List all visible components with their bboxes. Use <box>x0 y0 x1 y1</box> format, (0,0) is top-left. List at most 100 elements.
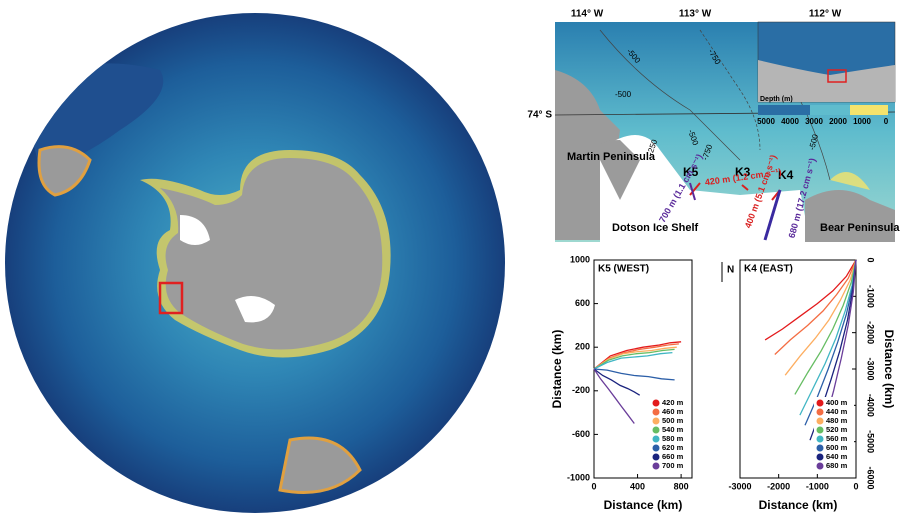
land <box>37 145 92 197</box>
series-line <box>593 343 679 370</box>
mooring-label: K5 <box>683 165 699 179</box>
colorbar-tick-label: 4000 <box>781 117 799 126</box>
colorbar <box>810 105 850 115</box>
arrow <box>689 182 701 196</box>
legend-label: 400 m <box>826 398 848 407</box>
y-tick-label: -1000 <box>866 285 876 308</box>
y-tick-label: 1000 <box>570 254 590 264</box>
colorbar <box>850 105 888 115</box>
inset-box <box>827 69 847 83</box>
arrow <box>689 182 696 201</box>
colorbar-tick-label: 0 <box>884 117 889 126</box>
legend-swatch <box>816 417 824 425</box>
x-tick-label: 400 <box>630 481 645 491</box>
series-line <box>593 368 635 424</box>
x-axis-label: Distance (km) <box>604 498 683 512</box>
legend-label: 540 m <box>662 425 684 434</box>
lon-label: 113° W <box>679 9 712 20</box>
x-tick-label: -3000 <box>728 481 751 491</box>
legend-swatch <box>652 435 660 443</box>
series-line <box>794 259 857 395</box>
y-axis-label: Distance (km) <box>882 330 896 409</box>
series-line <box>593 341 682 370</box>
mooring-label: K3 <box>735 165 751 179</box>
legend-swatch <box>816 444 824 452</box>
arrow <box>741 184 749 191</box>
legend-label: 560 m <box>826 434 848 443</box>
antarctica <box>160 158 383 350</box>
inset-land <box>758 60 895 102</box>
legend-swatch <box>652 426 660 434</box>
series-line <box>593 368 675 381</box>
legend-swatch <box>816 462 824 470</box>
y-tick-label: -200 <box>572 385 590 395</box>
y-tick-label: -600 <box>572 429 590 439</box>
arrow <box>763 189 782 241</box>
legend-swatch <box>652 408 660 416</box>
series-line <box>764 259 857 341</box>
y-tick-label: -6000 <box>866 466 876 489</box>
charts: K5 (WEST) 0 400 800 -1000 -600 -200 200 600 1000 D… <box>550 254 896 512</box>
contour-label: -500 <box>807 133 820 151</box>
x-tick-label: 0 <box>591 481 596 491</box>
ice-shelf <box>180 215 210 245</box>
legend-swatch <box>816 426 824 434</box>
y-axis-label: Distance (km) <box>550 330 564 409</box>
bear-peninsula <box>805 190 895 242</box>
y-tick-label: 0 <box>866 257 876 262</box>
series-line <box>593 368 641 396</box>
y-tick-label: 600 <box>575 298 590 308</box>
colorbar-tick-label: 3000 <box>805 117 823 126</box>
series-line <box>593 348 675 370</box>
y-tick-label: -1000 <box>567 472 590 482</box>
land <box>278 436 362 494</box>
series-line <box>593 351 673 370</box>
study-box <box>158 281 184 315</box>
y-tick-label: -2000 <box>866 321 876 344</box>
polar-map <box>5 13 505 513</box>
x-axis-label: Distance (km) <box>759 498 838 512</box>
lon-label: 114° W <box>571 9 604 20</box>
colorbar-tick-label: 2000 <box>829 117 847 126</box>
y-tick-label: -4000 <box>866 394 876 417</box>
lat-label: 74° S <box>527 110 552 121</box>
legend-swatch <box>816 399 824 407</box>
legend-label: 600 m <box>826 443 848 452</box>
colorbar-tick-label: 1000 <box>853 117 871 126</box>
contour-label: -500 <box>615 90 632 99</box>
legend-label: 640 m <box>826 452 848 461</box>
ice-shelf <box>235 296 275 323</box>
legend-label: 620 m <box>662 443 684 452</box>
series-line <box>784 259 857 376</box>
legend-label: 700 m <box>662 461 684 470</box>
legend-swatch <box>652 417 660 425</box>
land <box>597 140 640 200</box>
y-tick-label: 200 <box>575 342 590 352</box>
chart-title: K5 (WEST) <box>598 264 649 275</box>
legend-swatch <box>652 453 660 461</box>
series-line <box>593 346 677 370</box>
colorbar-title: Depth (m) <box>760 96 793 103</box>
dotson-ice-shelf <box>600 135 810 242</box>
lon-label: 112° W <box>809 9 842 20</box>
legend-label: 680 m <box>826 461 848 470</box>
contour <box>599 29 741 161</box>
legend-label: 460 m <box>662 407 684 416</box>
colorbar-tick-label: 5000 <box>757 117 775 126</box>
north-label: N <box>727 265 734 276</box>
legend-label: 520 m <box>826 425 848 434</box>
place-label: Martin Peninsula <box>567 151 656 163</box>
series-line <box>774 259 857 355</box>
legend-swatch <box>816 408 824 416</box>
contour <box>699 29 761 151</box>
legend-label: 500 m <box>662 416 684 425</box>
mooring-label: K4 <box>778 168 794 182</box>
y-tick-label: -3000 <box>866 357 876 380</box>
legend-label: 580 m <box>662 434 684 443</box>
regional-map <box>554 21 896 242</box>
legend-swatch <box>652 399 660 407</box>
place-label: Dotson Ice Shelf <box>612 222 699 234</box>
legend-swatch <box>816 453 824 461</box>
